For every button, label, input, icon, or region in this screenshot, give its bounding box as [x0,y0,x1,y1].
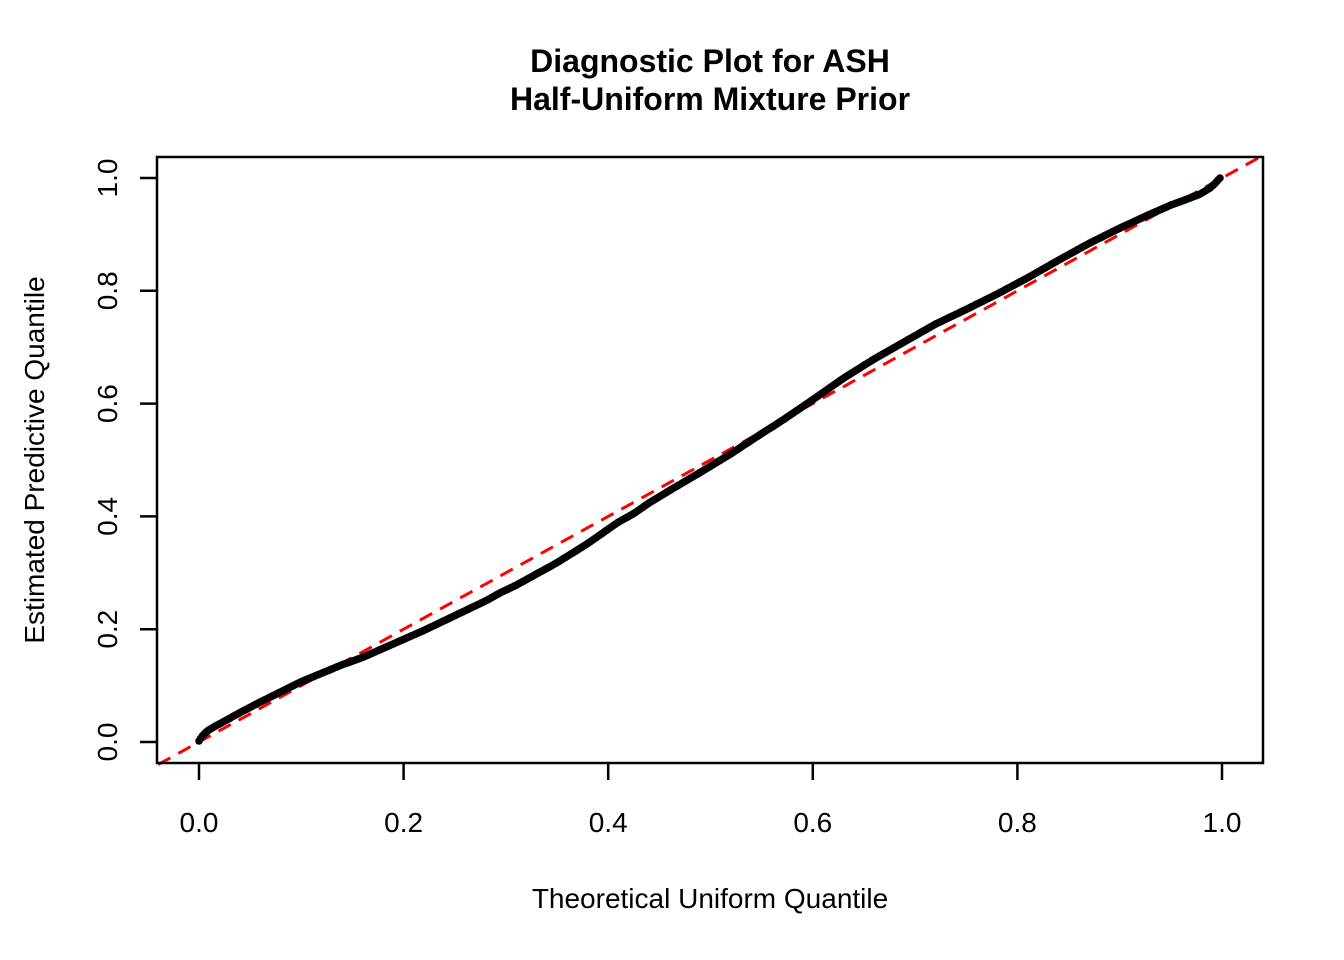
y-tick-label: 0.8 [92,271,123,310]
x-tick-label: 0.0 [180,807,219,838]
x-tick-label: 1.0 [1203,807,1242,838]
y-tick-label: 0.4 [92,497,123,536]
y-axis-label: Estimated Predictive Quantile [19,276,50,643]
x-axis-label: Theoretical Uniform Quantile [532,883,888,914]
plot-box [155,155,1265,765]
x-tick-label: 0.6 [793,807,832,838]
y-axis-tick-labels: 0.0 0.2 0.4 0.6 0.8 1.0 [92,159,123,762]
qq-data-point [1216,174,1224,182]
x-tick-label: 0.8 [998,807,1037,838]
qq-point-curve [195,174,1224,745]
y-tick-label: 0.0 [92,723,123,762]
y-axis-ticks [140,176,157,744]
x-axis-ticks [197,763,1224,780]
plot-title-line1: Diagnostic Plot for ASH [530,43,890,79]
x-tick-label: 0.4 [589,807,628,838]
x-axis-tick-labels: 0.0 0.2 0.4 0.6 0.8 1.0 [180,807,1242,838]
y-tick-label: 0.6 [92,384,123,423]
y-tick-label: 0.2 [92,610,123,649]
plot-title-line2: Half-Uniform Mixture Prior [510,81,910,117]
y-tick-label: 1.0 [92,159,123,198]
x-tick-label: 0.2 [384,807,423,838]
